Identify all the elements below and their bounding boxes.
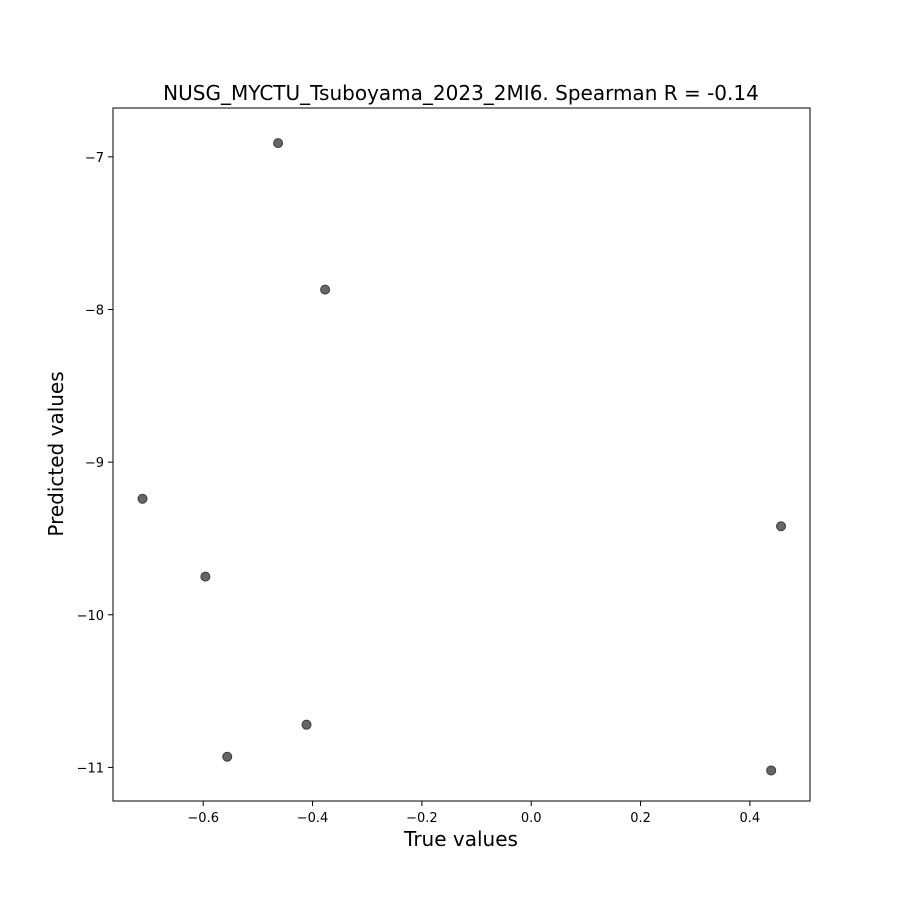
x-tick-label: −0.4	[297, 811, 329, 826]
chart-title: NUSG_MYCTU_Tsuboyama_2023_2MI6. Spearman…	[163, 81, 759, 105]
data-point	[222, 751, 233, 762]
data-point	[137, 493, 148, 504]
y-tick-label: −10	[77, 609, 104, 624]
y-tick-label: −11	[77, 761, 104, 776]
x-axis: −0.6 −0.4 −0.2 0.0 0.2 0.4	[187, 801, 760, 826]
x-tick-label: −0.2	[406, 811, 438, 826]
data-point	[200, 571, 211, 582]
plot-area-frame	[112, 107, 811, 802]
x-axis-label: True values	[403, 827, 518, 851]
data-points	[137, 138, 787, 776]
data-point	[766, 765, 777, 776]
x-tick-label: −0.6	[187, 811, 219, 826]
y-axis: −11 −10 −9 −8 −7	[77, 151, 113, 776]
x-tick-label: 0.0	[521, 811, 542, 826]
data-point	[301, 719, 312, 730]
data-point	[776, 521, 787, 532]
y-tick-label: −9	[85, 456, 104, 471]
y-tick-label: −7	[85, 151, 104, 166]
y-axis-label: Predicted values	[44, 371, 68, 536]
x-tick-label: 0.4	[740, 811, 761, 826]
data-point	[273, 138, 284, 149]
y-tick-label: −8	[85, 303, 104, 318]
x-tick-label: 0.2	[630, 811, 651, 826]
data-point	[320, 284, 331, 295]
